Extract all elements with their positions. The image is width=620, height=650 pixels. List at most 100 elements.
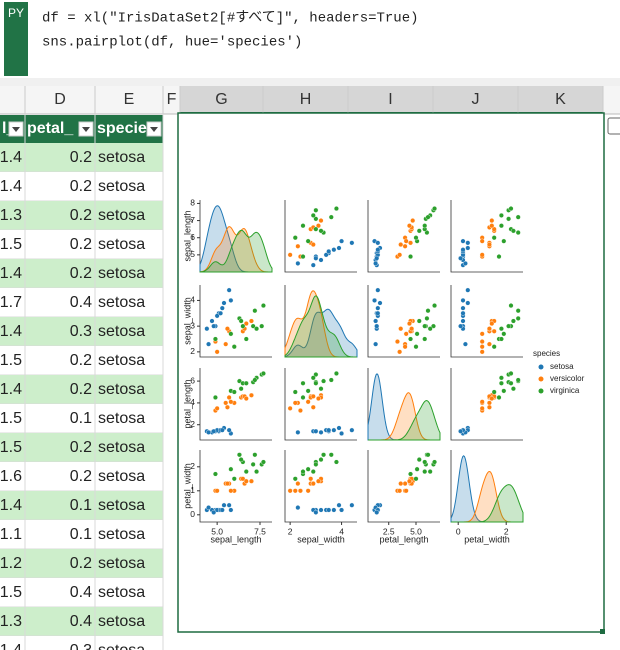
scatter-point (458, 255, 464, 261)
scatter-point (336, 425, 342, 431)
y-tick-label: 1 (190, 485, 195, 495)
scatter-point (221, 502, 227, 508)
scatter-point (211, 509, 217, 515)
scatter-point (313, 226, 319, 232)
filter-arrow (82, 127, 90, 132)
scatter-point (501, 331, 507, 337)
scatter-point (422, 323, 428, 329)
scatter-point (219, 305, 225, 311)
scatter-point (231, 476, 237, 482)
column-letter: E (124, 91, 135, 108)
table-cell: 0.4 (70, 584, 92, 601)
scatter-point (209, 318, 215, 324)
scatter-point (465, 300, 471, 306)
scatter-point (250, 461, 256, 467)
scatter-point (333, 459, 339, 465)
scatter-point (305, 488, 311, 494)
scatter-point (374, 323, 380, 329)
scatter-point (305, 388, 311, 394)
scatter-point (260, 370, 266, 376)
scatter-point (297, 408, 303, 414)
scatter-point (214, 313, 220, 319)
kde-curve (199, 229, 273, 273)
scatter-point (496, 254, 502, 260)
code-line: df = xl("IrisDataSet2[#すべて]", headers=Tr… (42, 10, 419, 27)
resize-handle[interactable] (600, 629, 605, 634)
scatter-point (489, 321, 495, 327)
table-cell: setosa (98, 323, 145, 340)
card-icon[interactable] (607, 117, 620, 135)
table-cell: 0.1 (70, 526, 92, 543)
scatter-point (226, 502, 232, 508)
scatter-point (318, 507, 324, 513)
scatter-point (224, 404, 230, 410)
table-cell: 0.2 (70, 265, 92, 282)
scatter-point (300, 469, 306, 475)
scatter-point (425, 308, 431, 314)
table-cell: 1.4 (0, 497, 22, 514)
y-tick-label: 8 (190, 198, 195, 208)
scatter-point (236, 452, 242, 458)
scatter-point (510, 318, 516, 324)
scatter-point (397, 349, 403, 355)
scatter-point (292, 488, 298, 494)
y-tick-label: 0 (190, 509, 195, 519)
scatter-point (328, 452, 334, 458)
scatter-point (515, 315, 521, 321)
column-letter: I (388, 91, 392, 108)
scatter-point (212, 471, 218, 477)
scatter-point (219, 507, 225, 513)
scatter-point (402, 481, 408, 487)
scatter-point (248, 478, 254, 484)
axis-spine (450, 285, 523, 358)
scatter-point (254, 469, 260, 475)
scatter-point (326, 248, 332, 254)
scatter-point (321, 452, 327, 458)
column-letter: G (215, 91, 227, 108)
scatter-point (460, 305, 466, 311)
scatter-point (315, 396, 321, 402)
scatter-point (339, 430, 345, 436)
scatter-point (223, 341, 229, 347)
legend-marker (538, 376, 544, 382)
scatter-point (224, 326, 230, 332)
scatter-point (252, 308, 258, 314)
scatter-point (228, 488, 234, 494)
axis-spine (199, 285, 272, 358)
python-badge[interactable] (4, 2, 28, 76)
scatter-point (416, 228, 422, 234)
scatter-point (465, 287, 471, 293)
y-tick-label: 2 (190, 346, 195, 356)
scatter-point (506, 323, 512, 329)
table-cell: setosa (98, 149, 145, 166)
scatter-point (398, 326, 404, 332)
scatter-point (243, 336, 249, 342)
scatter-point (479, 399, 485, 405)
scatter-point (313, 428, 319, 434)
table-cell: 1.5 (0, 584, 22, 601)
scatter-point (295, 481, 301, 487)
scatter-point (214, 349, 220, 355)
scatter-point (252, 377, 258, 383)
scatter-point (333, 206, 339, 212)
scatter-point (501, 238, 507, 244)
table-cell: setosa (98, 468, 145, 485)
y-tick-label: 7 (190, 215, 195, 225)
y-tick-label: 3 (190, 320, 195, 330)
scatter-point (315, 223, 321, 229)
table-row (0, 578, 163, 607)
scatter-point (226, 394, 232, 400)
scatter-point (211, 428, 217, 434)
x-tick-label: 2 (288, 526, 293, 536)
scatter-point (486, 326, 492, 332)
x-axis-label: sepal_width (297, 534, 345, 544)
scatter-point (326, 507, 332, 513)
scatter-point (318, 218, 324, 224)
chart-frame[interactable] (177, 112, 605, 633)
scatter-point (432, 206, 438, 212)
scatter-point (313, 216, 319, 222)
axis-spine (199, 450, 272, 523)
table-cell: 1.4 (0, 642, 22, 650)
scatter-point (460, 238, 466, 244)
scatter-point (349, 502, 355, 508)
